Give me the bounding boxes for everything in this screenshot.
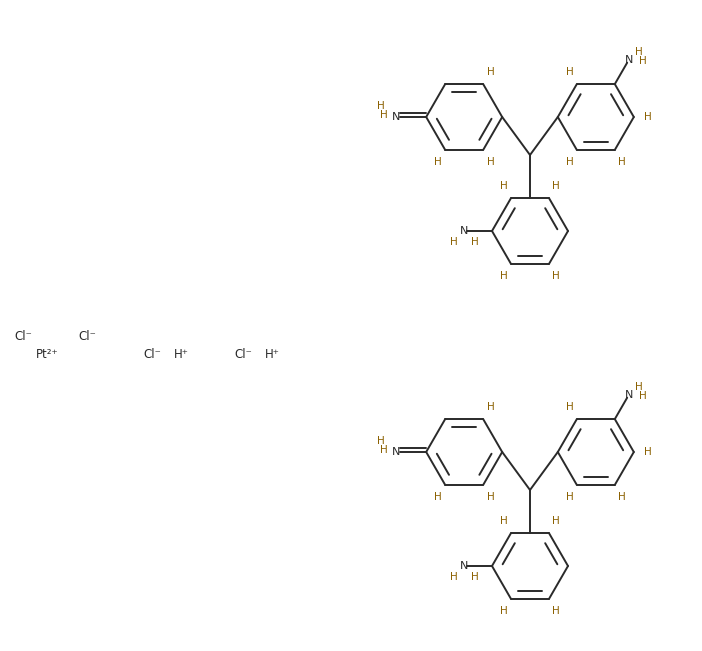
Text: H: H	[486, 66, 494, 77]
Text: H: H	[434, 158, 442, 167]
Text: H: H	[618, 158, 626, 167]
Text: H: H	[566, 66, 574, 77]
Text: H: H	[434, 492, 442, 503]
Text: H: H	[566, 402, 574, 411]
Text: H: H	[377, 436, 385, 447]
Text: H: H	[552, 180, 560, 191]
Text: H: H	[635, 383, 643, 393]
Text: Cl⁻: Cl⁻	[143, 348, 161, 361]
Text: N: N	[625, 55, 633, 65]
Text: H: H	[486, 158, 494, 167]
Text: H: H	[500, 271, 508, 281]
Text: H: H	[640, 391, 647, 401]
Text: H: H	[377, 102, 385, 111]
Text: Cl⁻: Cl⁻	[14, 331, 32, 344]
Text: H: H	[500, 516, 508, 525]
Text: N: N	[625, 390, 633, 400]
Text: H: H	[450, 237, 458, 247]
Text: H: H	[552, 607, 560, 616]
Text: H⁺: H⁺	[174, 348, 189, 361]
Text: H: H	[471, 237, 479, 247]
Text: H: H	[500, 180, 508, 191]
Text: H: H	[380, 110, 388, 120]
Text: H: H	[566, 492, 574, 503]
Text: H: H	[486, 492, 494, 503]
Text: H: H	[500, 607, 508, 616]
Text: H: H	[486, 402, 494, 411]
Text: N: N	[460, 561, 468, 571]
Text: H: H	[380, 445, 388, 455]
Text: N: N	[392, 447, 400, 457]
Text: H: H	[450, 572, 458, 581]
Text: Pt²⁺: Pt²⁺	[36, 348, 59, 361]
Text: H: H	[644, 112, 652, 122]
Text: Cl⁻: Cl⁻	[78, 331, 96, 344]
Text: H⁺: H⁺	[265, 348, 280, 361]
Text: N: N	[392, 112, 400, 122]
Text: N: N	[460, 226, 468, 236]
Text: H: H	[644, 447, 652, 457]
Text: H: H	[618, 492, 626, 503]
Text: H: H	[640, 56, 647, 66]
Text: H: H	[566, 158, 574, 167]
Text: H: H	[635, 48, 643, 57]
Text: H: H	[552, 516, 560, 525]
Text: Cl⁻: Cl⁻	[234, 348, 252, 361]
Text: H: H	[552, 271, 560, 281]
Text: H: H	[471, 572, 479, 581]
